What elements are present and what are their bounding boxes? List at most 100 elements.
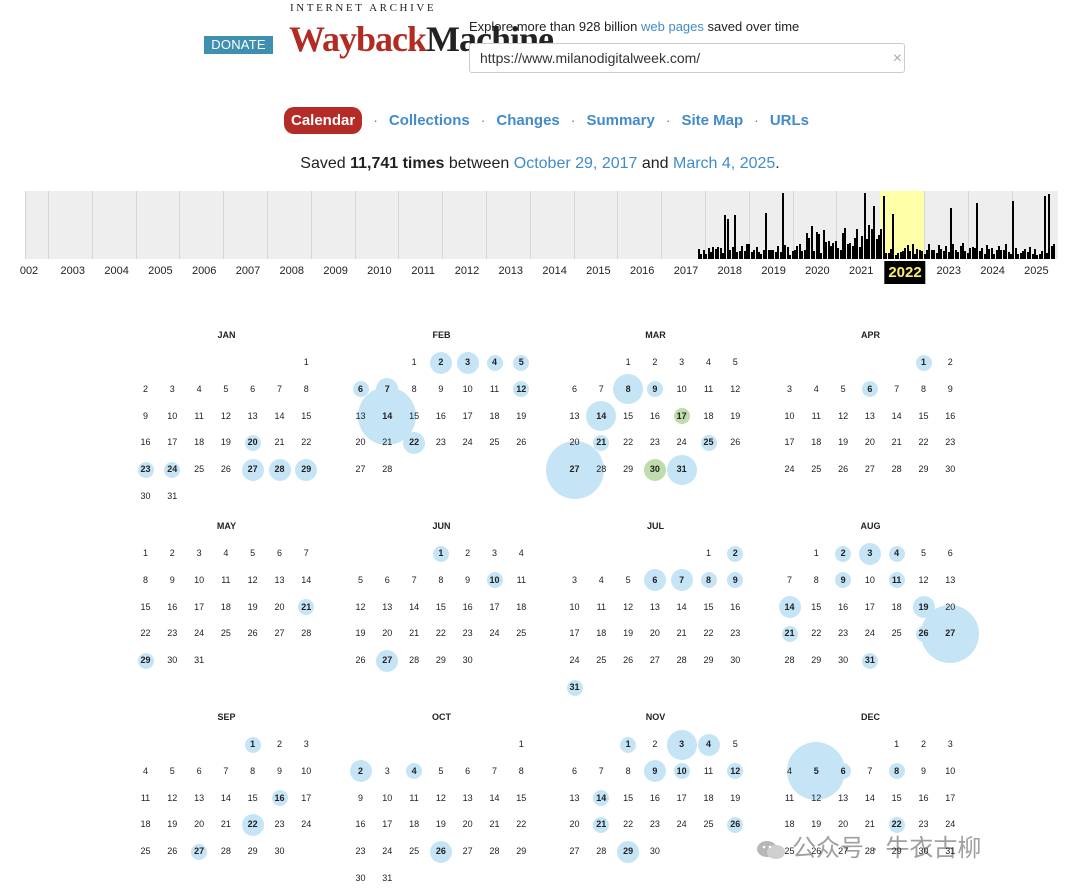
capture-day[interactable]: 9: [830, 567, 857, 594]
year-label[interactable]: 2021: [848, 265, 874, 277]
capture-day[interactable]: 12: [508, 376, 535, 403]
tab-calendar[interactable]: Calendar: [284, 106, 363, 134]
sparkline-year-column[interactable]: [529, 191, 575, 259]
capture-day[interactable]: 3: [856, 540, 883, 567]
capture-day[interactable]: 24: [159, 456, 186, 483]
capture-day[interactable]: 26: [722, 811, 749, 838]
tab-summary[interactable]: Summary: [586, 111, 655, 129]
capture-day[interactable]: 10: [668, 758, 695, 785]
sparkline-year-column[interactable]: [967, 191, 1013, 259]
year-label[interactable]: 2009: [323, 265, 348, 277]
year-label[interactable]: 2003: [60, 265, 86, 277]
year-label[interactable]: 2018: [717, 265, 743, 277]
sparkline-year-column[interactable]: [398, 191, 443, 259]
capture-day[interactable]: 7: [668, 567, 695, 594]
capture-day[interactable]: 4: [481, 349, 508, 376]
sparkline-year-column[interactable]: [617, 191, 662, 259]
capture-day[interactable]: 6: [856, 376, 883, 403]
year-label[interactable]: 2024: [980, 265, 1005, 277]
year-label[interactable]: 2023: [936, 265, 962, 277]
year-label[interactable]: 2012: [454, 265, 480, 277]
first-capture-link[interactable]: October 29, 2017: [513, 155, 638, 172]
capture-day[interactable]: 3: [454, 349, 481, 376]
capture-day[interactable]: 27: [374, 647, 401, 674]
capture-day[interactable]: 9: [722, 567, 749, 594]
year-label[interactable]: 2010: [367, 265, 392, 277]
sparkline-year-column[interactable]: [748, 191, 794, 259]
capture-day[interactable]: 17: [668, 403, 695, 430]
url-input[interactable]: [470, 44, 880, 72]
year-label[interactable]: 2007: [235, 265, 261, 277]
sparkline-year-column[interactable]: [485, 191, 531, 259]
capture-day[interactable]: 16: [266, 785, 293, 812]
sparkline-year-column[interactable]: [704, 191, 750, 259]
year-label[interactable]: 2005: [148, 265, 173, 277]
capture-day[interactable]: 28: [266, 456, 293, 483]
capture-day[interactable]: 6: [830, 758, 857, 785]
year-label[interactable]: 2015: [586, 265, 611, 277]
sparkline-year-column[interactable]: [923, 191, 969, 259]
capture-day[interactable]: 21: [588, 811, 615, 838]
capture-day[interactable]: 5: [508, 349, 535, 376]
capture-day[interactable]: 26: [910, 620, 937, 647]
capture-day[interactable]: 27: [921, 604, 980, 663]
year-label[interactable]: 2006: [191, 265, 217, 277]
capture-day[interactable]: 21: [293, 594, 320, 621]
wayback-machine-logo[interactable]: INTERNET ARCHIVE Wayback Machine: [289, 2, 554, 64]
capture-day[interactable]: 5: [787, 742, 846, 801]
year-label[interactable]: 2014: [542, 265, 567, 277]
sparkline-year-column[interactable]: [836, 191, 881, 259]
capture-day[interactable]: 9: [641, 758, 668, 785]
tab-changes[interactable]: Changes: [496, 111, 560, 129]
capture-day[interactable]: 21: [776, 620, 803, 647]
capture-day[interactable]: 2: [830, 540, 857, 567]
capture-day[interactable]: 27: [186, 838, 213, 865]
capture-day[interactable]: 29: [615, 838, 642, 865]
capture-day[interactable]: 14: [586, 401, 617, 432]
capture-day[interactable]: 29: [132, 647, 159, 674]
capture-day[interactable]: 10: [481, 567, 508, 594]
capture-day[interactable]: 14: [588, 785, 615, 812]
capture-day[interactable]: 25: [695, 429, 722, 456]
last-capture-link[interactable]: March 4, 2025: [673, 155, 776, 172]
capture-day[interactable]: 4: [401, 758, 428, 785]
capture-day[interactable]: 21: [588, 429, 615, 456]
year-label[interactable]: 2022: [884, 261, 926, 284]
capture-day[interactable]: 27: [545, 440, 604, 499]
capture-day[interactable]: 11: [883, 567, 910, 594]
sparkline-year-column[interactable]: [792, 191, 838, 259]
tab-site-map[interactable]: Site Map: [681, 111, 744, 129]
sparkline-year-column[interactable]: [135, 191, 181, 259]
year-label[interactable]: 002: [19, 265, 39, 277]
capture-day[interactable]: 8: [613, 374, 644, 405]
year-label[interactable]: 2025: [1024, 265, 1049, 277]
capture-day[interactable]: 14: [358, 387, 417, 446]
sparkline-year-column[interactable]: [91, 191, 137, 259]
capture-day[interactable]: 31: [666, 454, 697, 485]
web-pages-link[interactable]: web pages: [641, 19, 704, 34]
sparkline-year-column[interactable]: [310, 191, 356, 259]
tab-urls[interactable]: URLs: [769, 111, 810, 129]
capture-day[interactable]: 22: [401, 429, 428, 456]
capture-day[interactable]: 1: [427, 540, 454, 567]
capture-day[interactable]: 6: [641, 567, 668, 594]
year-label[interactable]: 2017: [673, 265, 699, 277]
year-label[interactable]: 2013: [498, 265, 524, 277]
capture-sparkline[interactable]: [25, 191, 1058, 259]
capture-day[interactable]: 23: [132, 456, 159, 483]
capture-day[interactable]: 9: [641, 376, 668, 403]
year-label[interactable]: 2019: [761, 265, 786, 277]
capture-day[interactable]: 4: [883, 540, 910, 567]
sparkline-year-column[interactable]: [880, 191, 924, 259]
capture-day[interactable]: 31: [856, 647, 883, 674]
year-label[interactable]: 2008: [279, 265, 305, 277]
capture-day[interactable]: 3: [666, 729, 697, 760]
capture-day[interactable]: 22: [883, 811, 910, 838]
donate-button[interactable]: DONATE: [204, 36, 273, 54]
capture-day[interactable]: 2: [722, 540, 749, 567]
tab-collections[interactable]: Collections: [388, 111, 470, 129]
capture-day[interactable]: 8: [695, 567, 722, 594]
capture-day[interactable]: 29: [293, 456, 320, 483]
sparkline-year-column[interactable]: [442, 191, 487, 259]
clear-icon[interactable]: ×: [892, 50, 902, 67]
